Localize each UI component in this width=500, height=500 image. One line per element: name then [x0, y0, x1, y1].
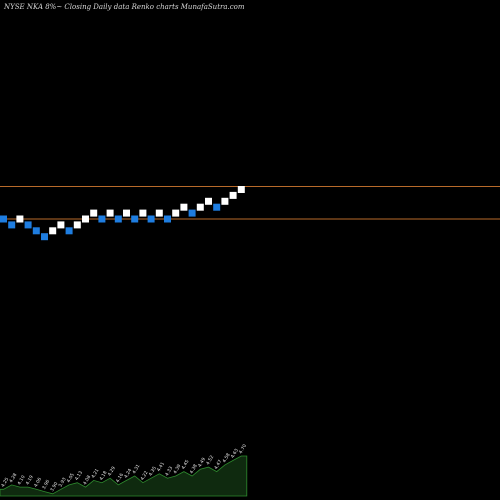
- volume-label-13: 4.29: [107, 465, 117, 477]
- volume-panel: 4.254.284.104.194.063.963.903.934.054.13…: [0, 443, 248, 497]
- renko-brick-8: [65, 227, 73, 235]
- renko-brick-12: [98, 215, 106, 223]
- renko-brick-23: [188, 209, 196, 217]
- volume-label-0: 4.25: [0, 477, 10, 489]
- volume-label-14: 4.16: [115, 472, 125, 484]
- volume-label-24: 4.49: [197, 457, 207, 469]
- renko-brick-5: [41, 233, 48, 241]
- renko-brick-2: [16, 215, 24, 223]
- volume-label-11: 4.21: [90, 468, 100, 480]
- volume-label-2: 4.10: [16, 474, 26, 486]
- renko-brick-18: [147, 215, 155, 223]
- renko-brick-1: [8, 221, 16, 229]
- volume-label-22: 4.45: [180, 459, 190, 471]
- renko-brick-7: [57, 221, 65, 229]
- renko-brick-19: [155, 209, 163, 217]
- volume-label-12: 4.18: [98, 470, 108, 482]
- renko-brick-20: [164, 215, 171, 223]
- volume-label-9: 4.13: [74, 470, 84, 482]
- volume-label-7: 3.93: [57, 477, 67, 489]
- renko-brick-13: [106, 209, 114, 217]
- volume-label-19: 4.41: [156, 461, 166, 473]
- volume-label-27: 4.58: [221, 452, 231, 464]
- renko-brick-25: [205, 197, 212, 205]
- volume-area: [0, 455, 248, 497]
- volume-label-3: 4.19: [25, 474, 35, 486]
- volume-label-1: 4.28: [8, 472, 18, 484]
- chart-title: NYSE NKA 8%~ Closing Daily data Renko ch…: [3, 3, 245, 11]
- volume-label-29: 4.70: [238, 443, 248, 455]
- volume-label-17: 4.22: [139, 470, 149, 482]
- volume-label-8: 4.05: [66, 472, 76, 484]
- renko-bricks: [0, 186, 245, 241]
- renko-brick-27: [221, 197, 229, 205]
- renko-brick-14: [114, 215, 122, 223]
- volume-label-28: 4.63: [230, 448, 240, 460]
- volume-label-21: 4.39: [172, 463, 182, 475]
- volume-label-5: 3.96: [41, 479, 51, 491]
- volume-label-25: 4.52: [205, 454, 215, 466]
- renko-brick-29: [237, 186, 245, 193]
- renko-brick-4: [32, 227, 40, 235]
- volume-label-16: 4.31: [131, 463, 141, 475]
- volume-label-4: 4.06: [33, 477, 43, 489]
- renko-brick-16: [131, 215, 139, 223]
- volume-label-6: 3.90: [49, 481, 59, 493]
- renko-brick-10: [82, 215, 89, 223]
- volume-label-26: 4.47: [213, 459, 223, 471]
- renko-brick-26: [213, 203, 221, 211]
- renko-brick-9: [73, 221, 81, 229]
- renko-brick-21: [172, 209, 180, 217]
- renko-brick-17: [139, 209, 147, 217]
- renko-brick-22: [180, 203, 188, 211]
- renko-brick-28: [229, 191, 237, 199]
- renko-brick-3: [24, 221, 32, 229]
- volume-label-10: 4.08: [82, 474, 92, 486]
- renko-brick-0: [0, 215, 7, 223]
- volume-label-20: 4.33: [164, 465, 174, 477]
- volume-label-18: 4.35: [148, 465, 158, 477]
- volume-label-23: 4.38: [189, 463, 199, 475]
- renko-brick-15: [123, 209, 130, 217]
- renko-brick-11: [90, 209, 98, 217]
- renko-brick-6: [49, 227, 57, 235]
- renko-brick-24: [196, 203, 204, 211]
- volume-label-15: 4.24: [123, 468, 133, 480]
